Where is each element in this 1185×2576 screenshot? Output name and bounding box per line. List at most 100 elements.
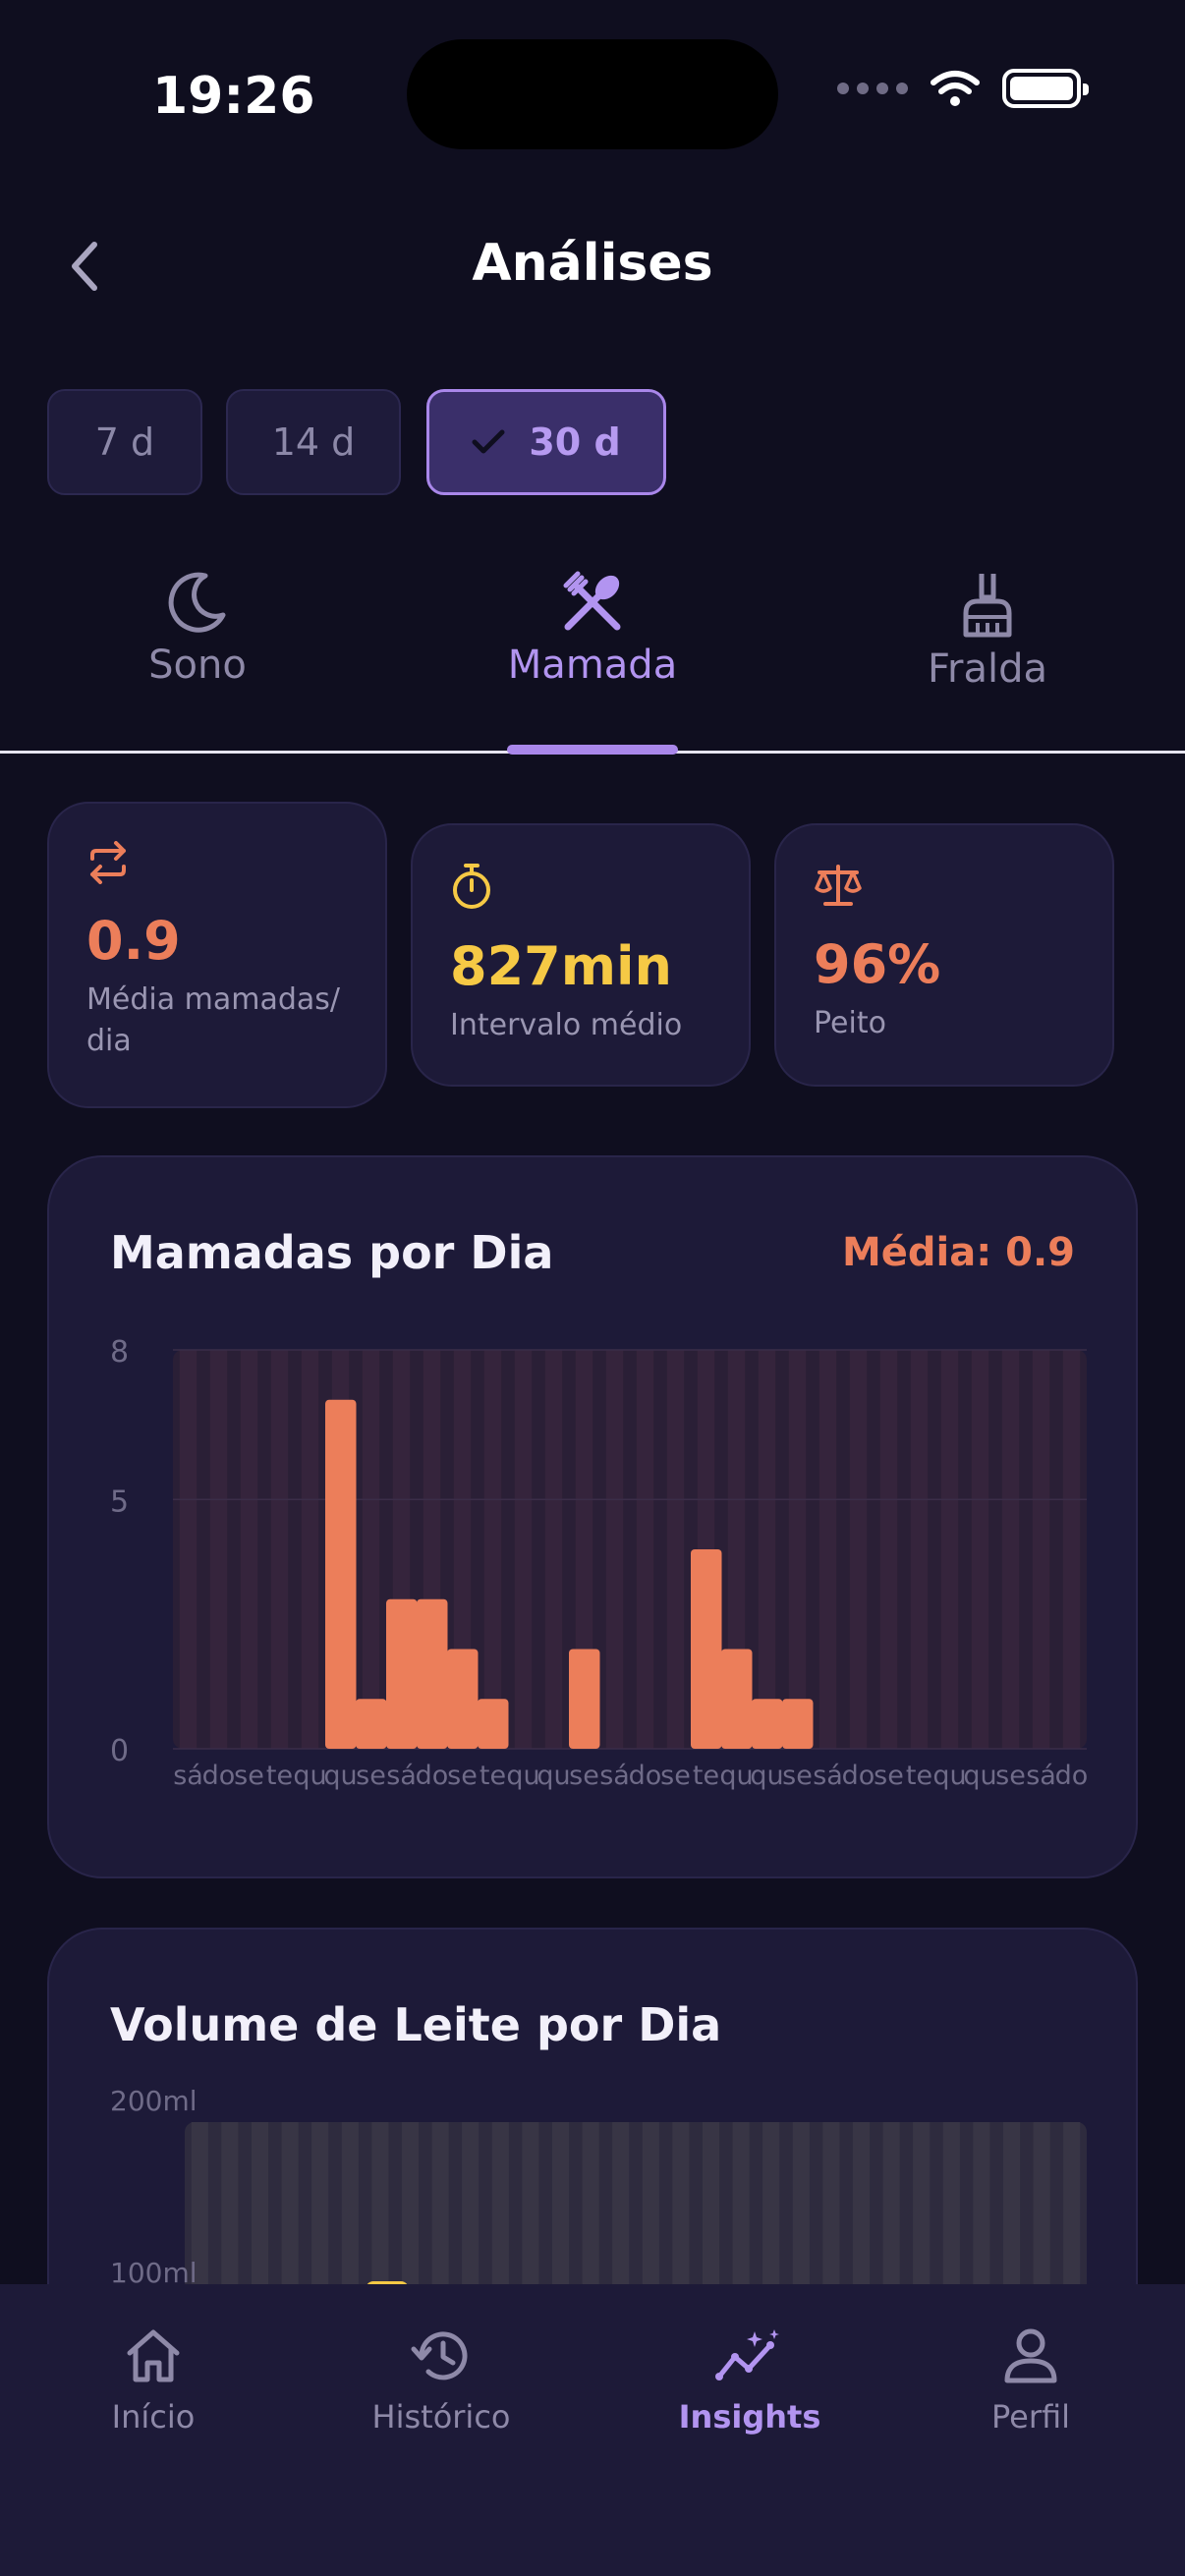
y-tick-label: 100ml — [110, 2257, 198, 2289]
feedings-chart-card: 8 5 0 sá do se te qu qu se sá do se te qu qu se sá do se te q… — [47, 1155, 1138, 1878]
bar-background — [879, 1350, 898, 1749]
moon-icon — [168, 572, 226, 633]
x-tick-label: te — [480, 1761, 506, 1791]
status-icons — [837, 69, 1089, 108]
x-tick-label: se — [234, 1761, 264, 1791]
bar-background — [849, 1350, 868, 1749]
bar-background — [179, 1350, 198, 1749]
bar-background — [483, 1350, 502, 1749]
x-tick-label: do — [416, 1761, 449, 1791]
history-icon — [411, 2331, 468, 2380]
stat-label: Peito — [814, 1006, 886, 1040]
tab-label: Fralda — [927, 646, 1048, 692]
x-tick-label: se — [660, 1761, 691, 1791]
bar — [447, 1649, 479, 1749]
bar — [386, 1598, 418, 1749]
y-tick-label: 8 — [110, 1335, 129, 1370]
utensils-icon — [563, 571, 621, 631]
back-button[interactable] — [57, 232, 112, 301]
bar-background — [514, 1350, 533, 1749]
bar-background — [636, 1350, 654, 1749]
dynamic-island — [407, 39, 778, 149]
bar-background — [362, 1350, 380, 1749]
x-tick-label: qu — [293, 1761, 326, 1791]
tab-label: Mamada — [507, 643, 678, 688]
x-tick-label: se — [356, 1761, 386, 1791]
bar — [782, 1699, 814, 1749]
cellular-signal-icon — [837, 83, 908, 94]
x-tick-label: te — [693, 1761, 719, 1791]
x-tick-label: qu — [506, 1761, 539, 1791]
wifi-icon — [931, 71, 980, 106]
range-chip-14d[interactable]: 14 d — [226, 389, 401, 495]
x-tick-label: se — [782, 1761, 813, 1791]
x-tick-label: do — [842, 1761, 875, 1791]
x-tick-label: sá — [173, 1761, 203, 1791]
x-tick-label: sá — [813, 1761, 843, 1791]
range-chip-7d[interactable]: 7 d — [47, 389, 202, 495]
x-tick-label: do — [629, 1761, 662, 1791]
x-tick-label: qu — [719, 1761, 753, 1791]
x-tick-label: se — [447, 1761, 478, 1791]
feedings-chart-title: Mamadas por Dia — [110, 1226, 554, 1279]
stat-card-interval: 827min Intervalo médio — [411, 823, 751, 1087]
x-tick-label: te — [266, 1761, 293, 1791]
nav-label: Insights — [678, 2398, 821, 2436]
nav-perfil[interactable]: Perfil — [903, 2327, 1158, 2436]
bar — [478, 1699, 509, 1749]
x-tick-label: te — [906, 1761, 932, 1791]
nav-label: Início — [111, 2398, 196, 2436]
nav-inicio[interactable]: Início — [26, 2327, 281, 2436]
x-tick-label: qu — [536, 1761, 570, 1791]
bar-background — [605, 1350, 624, 1749]
bar-background — [971, 1350, 989, 1749]
scale-icon — [815, 865, 862, 906]
tab-label: Sono — [148, 643, 247, 688]
bar-background — [209, 1350, 228, 1749]
bar-background — [301, 1350, 319, 1749]
broom-icon — [963, 574, 1012, 638]
bar-background — [910, 1350, 929, 1749]
page-title: Análises — [472, 234, 713, 293]
milk-chart-title: Volume de Leite por Dia — [110, 1998, 722, 2051]
stat-value: 96% — [814, 933, 941, 995]
stat-card-average-feedings: 0.9 Média mamadas/ dia — [47, 802, 387, 1108]
status-time: 19:26 — [152, 67, 315, 126]
bar-background — [788, 1350, 807, 1749]
x-tick-label: qu — [963, 1761, 996, 1791]
repeat-icon — [90, 841, 126, 884]
bar-background — [666, 1350, 685, 1749]
bar-background — [544, 1350, 563, 1749]
bar — [417, 1598, 448, 1749]
x-tick-label: qu — [932, 1761, 966, 1791]
x-tick-label: sá — [386, 1761, 417, 1791]
tab-fralda[interactable]: Fralda — [840, 570, 1135, 692]
bar-background — [1001, 1350, 1020, 1749]
insights-icon — [715, 2329, 779, 2380]
tab-sono[interactable]: Sono — [50, 570, 345, 688]
x-tick-label: se — [995, 1761, 1026, 1791]
range-chip-label: 14 d — [271, 420, 356, 464]
y-tick-label: 5 — [110, 1484, 129, 1519]
bottom-navigation: Início Histórico Insights Perfil — [0, 2284, 1185, 2576]
x-tick-label: sá — [1026, 1761, 1056, 1791]
feedings-average: Média: 0.9 — [841, 1230, 1075, 1275]
range-chip-label: 30 d — [529, 420, 621, 464]
bar — [325, 1399, 357, 1749]
x-tick-label: se — [569, 1761, 599, 1791]
bar-background — [940, 1350, 959, 1749]
bar-background — [758, 1350, 776, 1749]
nav-historico[interactable]: Histórico — [313, 2327, 569, 2436]
range-chip-30d[interactable]: 30 d — [426, 389, 666, 495]
stat-label: Intervalo médio — [450, 1008, 683, 1042]
nav-insights[interactable]: Insights — [622, 2327, 877, 2436]
bar — [356, 1699, 387, 1749]
bar-background — [240, 1350, 258, 1749]
stat-label: Média mamadas/ dia — [86, 982, 341, 1058]
stopwatch-icon — [453, 864, 490, 909]
y-tick-label: 200ml — [110, 2085, 198, 2117]
check-icon — [472, 429, 505, 454]
bar — [752, 1699, 783, 1749]
nav-label: Perfil — [990, 2398, 1071, 2436]
tab-mamada[interactable]: Mamada — [445, 570, 740, 688]
